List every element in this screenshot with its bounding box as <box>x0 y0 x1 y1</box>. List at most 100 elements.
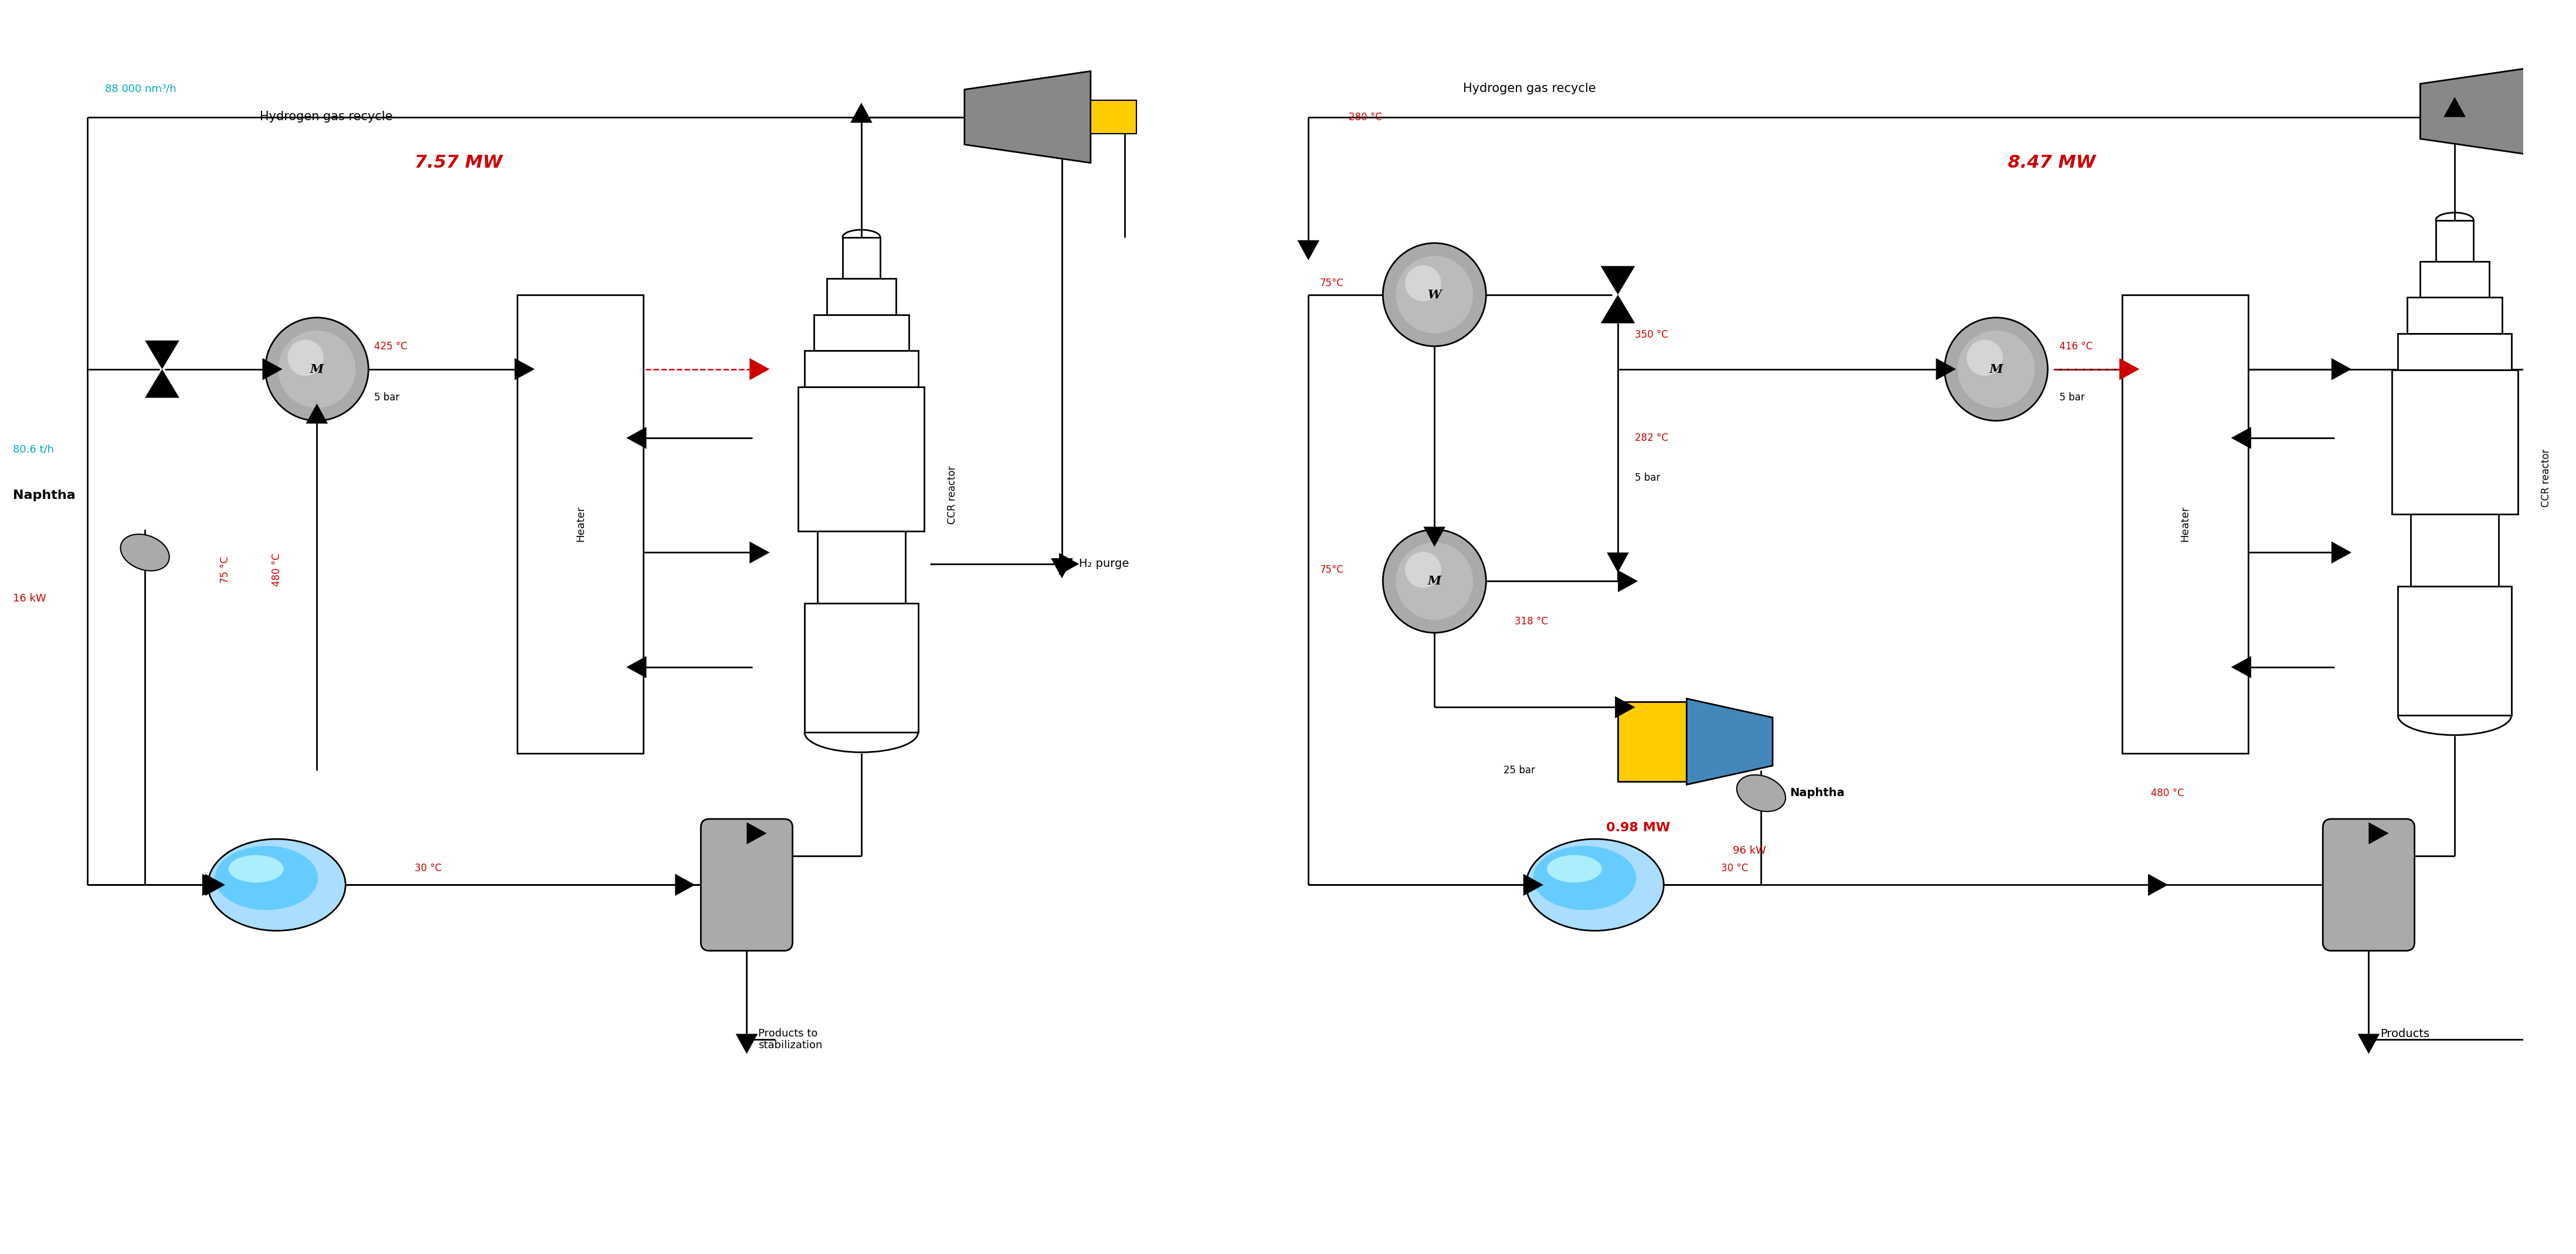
Bar <box>2398 587 2512 715</box>
Text: 7.57 MW: 7.57 MW <box>415 154 502 172</box>
Polygon shape <box>2148 874 2169 895</box>
Bar <box>827 278 896 315</box>
Polygon shape <box>626 656 647 678</box>
Circle shape <box>1383 243 1486 346</box>
Text: Heater: Heater <box>574 505 585 542</box>
Circle shape <box>1404 266 1440 301</box>
Polygon shape <box>515 359 536 380</box>
Text: 416 °C: 416 °C <box>2058 341 2092 352</box>
Text: 75 °C: 75 °C <box>219 557 229 583</box>
Polygon shape <box>2445 97 2465 117</box>
Text: 5 bar: 5 bar <box>1636 473 1662 483</box>
Text: CCR reactor: CCR reactor <box>2540 449 2550 507</box>
Text: 350 °C: 350 °C <box>1636 330 1669 340</box>
Polygon shape <box>1615 696 1636 719</box>
Text: 16 kW: 16 kW <box>13 593 46 603</box>
FancyBboxPatch shape <box>2324 819 2414 951</box>
Text: 318 °C: 318 °C <box>1515 616 1548 627</box>
Polygon shape <box>750 542 770 563</box>
Polygon shape <box>2231 656 2251 678</box>
Polygon shape <box>144 369 180 398</box>
Polygon shape <box>1522 874 1543 895</box>
Bar <box>2419 261 2488 297</box>
Text: 500 °C: 500 °C <box>587 336 618 346</box>
Circle shape <box>1383 529 1486 633</box>
Bar <box>817 532 904 603</box>
Ellipse shape <box>1546 855 1602 883</box>
Polygon shape <box>1298 241 1319 261</box>
Text: 500 °C: 500 °C <box>2169 336 2202 346</box>
Polygon shape <box>144 341 180 369</box>
Polygon shape <box>1059 553 1079 576</box>
Text: 75°C: 75°C <box>1319 278 1345 288</box>
Bar <box>1618 701 1687 781</box>
Ellipse shape <box>209 839 345 930</box>
Text: CCR reactor: CCR reactor <box>948 466 958 524</box>
Bar <box>2545 95 2576 128</box>
Text: Naphtha: Naphtha <box>13 489 75 502</box>
Ellipse shape <box>209 839 345 930</box>
Polygon shape <box>2553 341 2573 361</box>
Text: Hydrogen gas recycle: Hydrogen gas recycle <box>260 112 392 123</box>
Text: 30 °C: 30 °C <box>415 863 440 873</box>
Polygon shape <box>2421 65 2545 157</box>
Circle shape <box>1965 340 2004 376</box>
Bar <box>2437 221 2473 261</box>
Polygon shape <box>2566 553 2576 576</box>
Bar <box>2398 334 2512 370</box>
Ellipse shape <box>1525 839 1664 930</box>
Polygon shape <box>747 823 768 844</box>
Polygon shape <box>307 404 327 424</box>
Text: Products to
stabilization: Products to stabilization <box>757 1028 822 1051</box>
Polygon shape <box>850 103 873 123</box>
Ellipse shape <box>229 855 283 883</box>
Text: 282 °C: 282 °C <box>1636 433 1669 443</box>
Circle shape <box>1404 552 1440 588</box>
Text: 75°C: 75°C <box>1319 564 1345 576</box>
Polygon shape <box>2558 1033 2576 1053</box>
Text: 280 °C: 280 °C <box>1347 112 1381 123</box>
Circle shape <box>278 331 355 408</box>
Text: 5 bar: 5 bar <box>2058 393 2084 403</box>
Text: H₂ purge: H₂ purge <box>1079 558 1128 569</box>
Bar <box>518 295 644 754</box>
Polygon shape <box>2357 1033 2380 1053</box>
Text: 8.47 MW: 8.47 MW <box>2007 154 2094 172</box>
Text: 25 bar: 25 bar <box>1504 765 1535 775</box>
Polygon shape <box>1618 571 1638 592</box>
Text: 88 000 nm³/h: 88 000 nm³/h <box>106 84 175 94</box>
Bar <box>804 603 917 732</box>
Polygon shape <box>2331 359 2352 380</box>
Polygon shape <box>2370 823 2388 844</box>
Text: M: M <box>1989 364 2004 375</box>
Polygon shape <box>2331 542 2352 563</box>
Text: M: M <box>309 364 325 375</box>
Bar <box>804 351 917 387</box>
Circle shape <box>1396 543 1473 619</box>
Polygon shape <box>1607 553 1628 573</box>
Bar <box>2123 295 2249 754</box>
Ellipse shape <box>1736 775 1785 811</box>
Text: Heater: Heater <box>2179 505 2190 542</box>
Polygon shape <box>626 426 647 449</box>
Text: 5 bar: 5 bar <box>374 393 399 403</box>
Text: 480 °C: 480 °C <box>270 553 281 587</box>
Circle shape <box>1945 317 2048 421</box>
Text: 30 °C: 30 °C <box>1721 863 1749 873</box>
Circle shape <box>265 317 368 421</box>
Bar <box>2409 297 2501 334</box>
Polygon shape <box>963 71 1090 163</box>
Polygon shape <box>675 874 696 895</box>
Polygon shape <box>1687 698 1772 785</box>
Text: W: W <box>1427 288 1443 301</box>
Text: Naphtha: Naphtha <box>1790 788 1844 799</box>
Text: 480 °C: 480 °C <box>2151 788 2184 799</box>
Text: 0.98 MW: 0.98 MW <box>1607 821 1669 834</box>
Polygon shape <box>1937 359 1955 380</box>
Polygon shape <box>2120 359 2141 380</box>
Polygon shape <box>1600 295 1636 324</box>
Polygon shape <box>750 359 770 380</box>
Text: Products: Products <box>2380 1028 2429 1040</box>
Ellipse shape <box>214 846 317 910</box>
Circle shape <box>1396 256 1473 334</box>
